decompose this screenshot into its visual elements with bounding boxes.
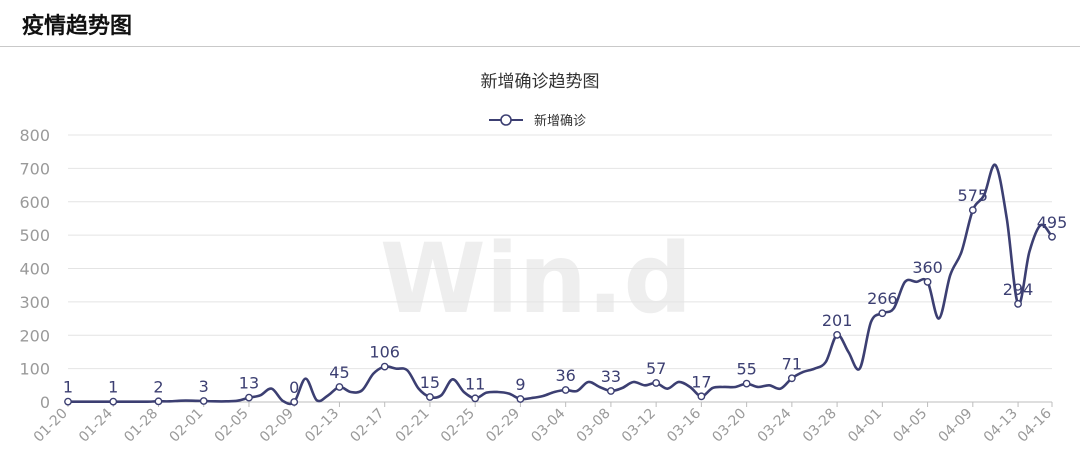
data-point <box>245 393 253 402</box>
data-point <box>697 392 706 401</box>
data-point <box>471 394 480 403</box>
data-label: 106 <box>369 343 400 362</box>
x-tick-label: 03-12 <box>619 406 659 446</box>
data-label: 36 <box>555 366 575 385</box>
data-label: 294 <box>1003 280 1034 299</box>
data-point <box>923 277 932 286</box>
x-tick-label: 03-28 <box>800 406 840 446</box>
data-point <box>652 379 661 387</box>
data-point <box>742 379 751 388</box>
data-point <box>787 374 796 383</box>
x-tick-label: 04-05 <box>890 406 930 446</box>
y-tick-label: 200 <box>19 326 50 345</box>
data-label: 495 <box>1037 213 1068 232</box>
data-label: 33 <box>601 367 621 386</box>
data-point <box>426 393 434 401</box>
x-tick-label: 03-04 <box>528 405 568 445</box>
data-point <box>199 397 208 405</box>
data-point <box>1014 299 1022 308</box>
x-tick-label: 02-13 <box>302 406 342 446</box>
data-label: 45 <box>329 363 349 382</box>
x-tick-label: 04-16 <box>1015 405 1055 445</box>
x-tick-label: 04-13 <box>981 406 1021 446</box>
data-point <box>833 331 842 339</box>
legend-marker <box>500 114 512 126</box>
data-point <box>64 397 72 406</box>
x-tick-label: 03-20 <box>709 406 749 446</box>
x-tick-label: 02-29 <box>483 406 523 446</box>
x-tick-label: 03-16 <box>664 405 704 445</box>
data-label: 575 <box>958 186 989 205</box>
x-tick-label: 02-01 <box>166 406 206 446</box>
data-point <box>968 206 977 214</box>
data-point <box>154 397 163 406</box>
y-tick-label: 300 <box>19 293 50 312</box>
y-tick-label: 500 <box>19 226 50 245</box>
page-header: 疫情趋势图 <box>0 0 1080 47</box>
x-tick-label: 01-24 <box>76 405 116 445</box>
data-point <box>561 386 570 394</box>
x-tick-label: 02-21 <box>393 406 433 446</box>
y-tick-label: 600 <box>19 193 50 212</box>
data-point <box>290 398 299 406</box>
x-tick-label: 04-01 <box>845 406 885 446</box>
data-point <box>516 395 525 403</box>
data-label: 57 <box>646 359 666 378</box>
data-label: 3 <box>199 377 209 396</box>
data-point <box>878 309 887 318</box>
data-label: 2 <box>153 377 163 396</box>
x-tick-label: 03-24 <box>755 405 795 445</box>
page-title: 疫情趋势图 <box>22 14 133 39</box>
x-tick-label: 03-08 <box>574 406 614 446</box>
legend-label: 新增确诊 <box>534 113 586 129</box>
x-tick-label: 02-09 <box>257 406 297 446</box>
data-point <box>606 387 615 395</box>
data-label: 201 <box>822 311 853 330</box>
chart-title: 新增确诊趋势图 <box>481 72 600 92</box>
data-label: 1 <box>63 378 73 397</box>
x-tick-label: 01-28 <box>121 406 161 446</box>
data-label: 13 <box>239 374 259 393</box>
x-tick-label: 02-05 <box>212 406 252 446</box>
y-tick-label: 700 <box>19 159 50 178</box>
data-point <box>109 397 118 406</box>
data-label: 11 <box>465 374 485 393</box>
x-tick-label: 04-09 <box>936 406 976 446</box>
data-label: 9 <box>515 375 525 394</box>
watermark: Win.d <box>380 223 692 335</box>
data-label: 0 <box>289 378 299 397</box>
data-label: 266 <box>867 289 898 308</box>
x-tick-label: 01-20 <box>31 406 71 446</box>
data-label: 55 <box>736 360 756 379</box>
data-label: 360 <box>912 258 943 277</box>
y-tick-label: 800 <box>19 126 50 145</box>
data-label: 17 <box>691 372 711 391</box>
x-tick-label: 02-25 <box>438 406 478 446</box>
y-tick-label: 400 <box>19 260 50 279</box>
data-label: 1 <box>108 378 118 397</box>
data-label: 71 <box>782 354 802 373</box>
y-tick-label: 100 <box>19 360 50 379</box>
data-point <box>335 383 344 391</box>
y-tick-label: 0 <box>40 393 50 412</box>
x-tick-label: 02-17 <box>347 406 387 446</box>
data-label: 15 <box>420 373 440 392</box>
data-point <box>380 362 389 371</box>
data-point <box>1048 232 1056 241</box>
